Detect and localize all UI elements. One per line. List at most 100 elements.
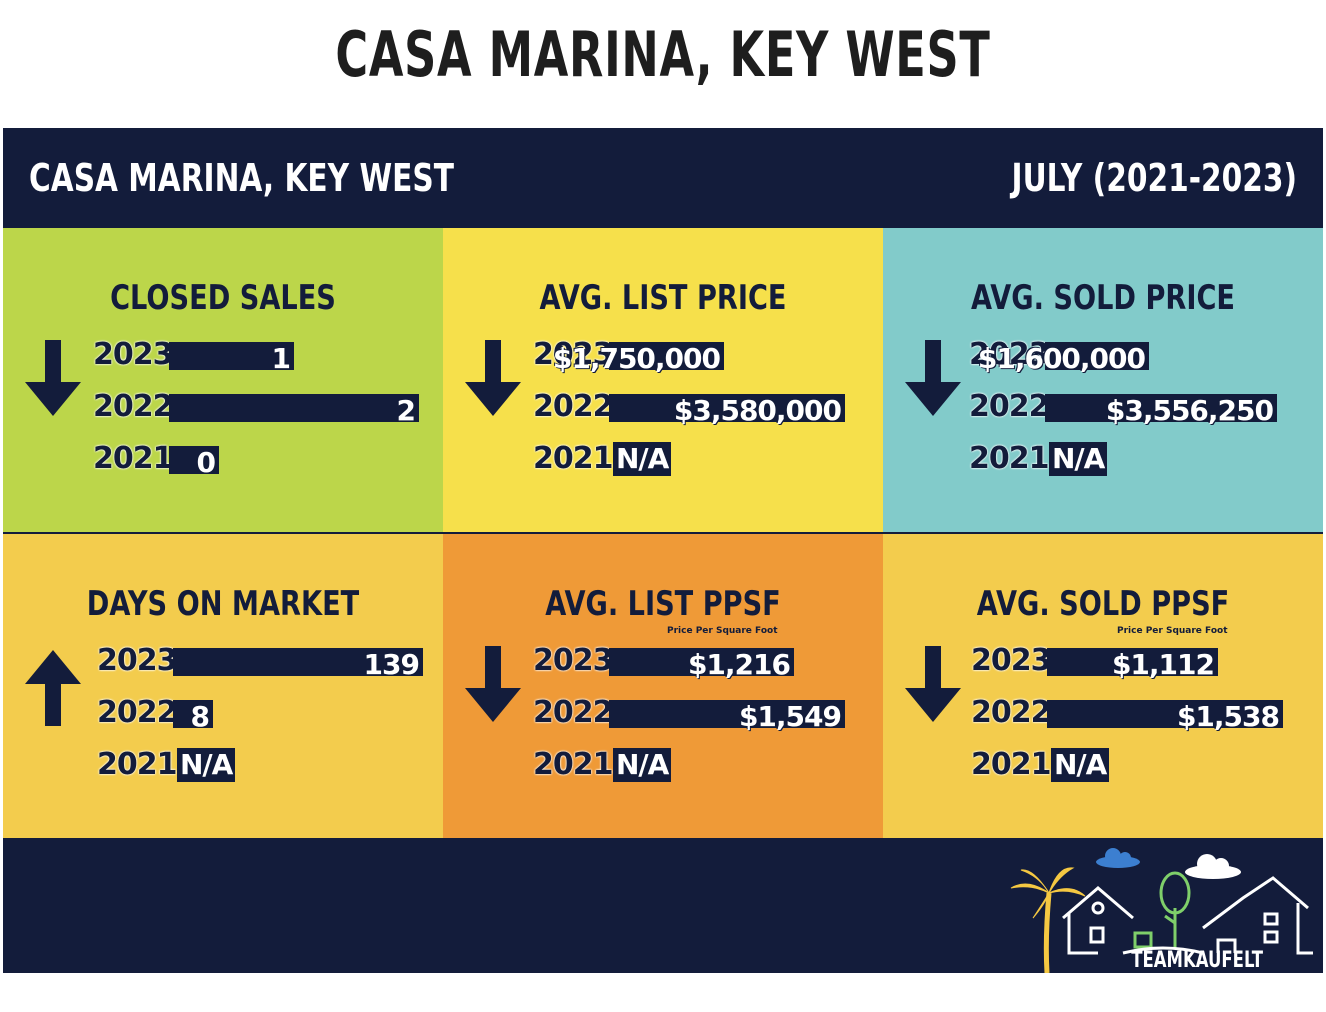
value-label: N/A [613, 442, 672, 476]
page-title: CASA MARINA, KEY WEST [335, 18, 991, 91]
panel-avg-sold-price: AVG. SOLD PRICE 2023 $1,600,000 2022 $3,556,… [883, 228, 1323, 532]
panel-avg-sold-ppsf: AVG. SOLD PPSF Price Per Square Foot 2023 $… [883, 534, 1323, 838]
bar-row-2022: 2022 $1,538 [971, 695, 1293, 733]
bar-row-2022: 2022 $3,556,250 [969, 389, 1287, 427]
infographic-footer: TEAMKAUFELT [3, 838, 1323, 973]
panel-title: AVG. SOLD PPSF [976, 584, 1230, 624]
arrow-down-icon [905, 646, 961, 722]
panel-title: AVG. SOLD PRICE [970, 278, 1236, 318]
bar-row-2023: 2023 $1,112 [971, 643, 1293, 681]
panel-title: AVG. LIST PRICE [539, 278, 787, 318]
bar: $1,600,000 [978, 342, 1149, 375]
bar: 1 [169, 342, 294, 375]
bar: $1,538 [1047, 700, 1283, 733]
bar-row-2022: 2022 $3,580,000 [533, 389, 855, 427]
panel-title: CLOSED SALES [110, 278, 336, 318]
arrow-down-icon [465, 340, 521, 416]
value-label: 1 [271, 342, 292, 375]
bar-row-2021: 2021 N/A [969, 442, 1287, 476]
year-label: 2022 [93, 389, 174, 424]
year-label: 2022 [969, 389, 1050, 424]
white-cloud-icon [1185, 854, 1241, 879]
bar-row-2023: 2023 $1,600,000 [969, 337, 1287, 375]
panel-avg-list-price: AVG. LIST PRICE 2023 $1,750,000 2022 $3,580,… [443, 228, 883, 532]
value-label: $1,216 [687, 648, 791, 681]
infographic-title: CASA MARINA, KEY WEST [29, 156, 454, 200]
year-label: 2021 [533, 747, 614, 782]
panel-subtitle: Price Per Square Foot [1117, 626, 1228, 636]
value-label: 0 [196, 446, 217, 479]
year-label: 2023 [93, 337, 174, 372]
arrow-down-icon [25, 340, 81, 416]
value-label: 139 [363, 648, 420, 681]
year-label: 2021 [969, 441, 1050, 476]
arrow-up-icon [25, 650, 81, 726]
bar-row-2021: 2021 N/A [97, 748, 433, 782]
year-label: 2023 [971, 643, 1052, 678]
value-label: N/A [1049, 442, 1108, 476]
year-label: 2023 [533, 337, 614, 372]
year-label: 2022 [533, 389, 614, 424]
bar-row-2022: 2022 8 [97, 695, 433, 733]
value-label: 2 [396, 394, 417, 427]
bar: 0 [169, 446, 219, 479]
bar-row-2022: 2022 2 [93, 389, 429, 427]
bar-row-2021: 2021 0 [93, 441, 429, 479]
year-label: 2021 [533, 441, 614, 476]
bar-row-2023: 2023 139 [97, 643, 433, 681]
value-label: $1,538 [1176, 700, 1280, 733]
arrow-down-icon [465, 646, 521, 722]
palm-tree-icon [1010, 867, 1086, 973]
panel-title: AVG. LIST PPSF [545, 584, 781, 624]
value-label: $1,112 [1111, 648, 1215, 681]
panel-avg-list-ppsf: AVG. LIST PPSF Price Per Square Foot 2023 $… [443, 534, 883, 838]
tree-icon [1133, 871, 1191, 949]
year-label: 2021 [971, 747, 1052, 782]
value-label: $3,580,000 [673, 394, 842, 427]
year-label: 2023 [969, 337, 1050, 372]
bar: $3,556,250 [1045, 394, 1277, 427]
bar-row-2021: 2021 N/A [533, 442, 855, 476]
value-label: $1,549 [738, 700, 842, 733]
value-label: N/A [177, 748, 236, 782]
bar-row-2023: 2023 $1,750,000 [533, 337, 855, 375]
bar-row-2023: 2023 $1,216 [533, 643, 855, 681]
bar: $1,216 [609, 648, 794, 681]
value-label: N/A [1051, 748, 1110, 782]
bar: $1,750,000 [553, 342, 724, 375]
bar-row-2022: 2022 $1,549 [533, 695, 855, 733]
house-right-icon [1122, 876, 1313, 955]
year-label: 2022 [533, 695, 614, 730]
year-label: 2023 [97, 643, 178, 678]
market-infographic: CASA MARINA, KEY WEST JULY (2021-2023) C… [3, 128, 1323, 973]
year-label: 2022 [971, 695, 1052, 730]
bar-row-2021: 2021 N/A [533, 748, 855, 782]
arrow-down-icon [905, 340, 961, 416]
value-label: $1,600,000 [977, 342, 1146, 375]
bar-row-2021: 2021 N/A [971, 748, 1293, 782]
bar: $3,580,000 [609, 394, 845, 427]
teamkaufelt-logo [1010, 848, 1313, 973]
brand-name: TEAMKAUFELT [1131, 948, 1263, 973]
infographic-date-range: JULY (2021-2023) [1011, 156, 1297, 200]
panel-days-on-market: DAYS ON MARKET 2023 139 2022 8 2021 N/A [3, 534, 443, 838]
year-label: 2021 [97, 747, 178, 782]
value-label: $3,556,250 [1105, 394, 1274, 427]
value-label: N/A [613, 748, 672, 782]
blue-cloud-icon [1096, 848, 1140, 868]
panel-title: DAYS ON MARKET [86, 584, 360, 624]
infographic-header: CASA MARINA, KEY WEST JULY (2021-2023) [3, 128, 1323, 228]
bar: 8 [173, 700, 213, 733]
value-label: $1,750,000 [552, 342, 721, 375]
value-label: 8 [190, 700, 211, 733]
house-left-icon [1062, 886, 1134, 955]
bar: $1,112 [1047, 648, 1218, 681]
panel-subtitle: Price Per Square Foot [667, 626, 778, 636]
year-label: 2021 [93, 441, 174, 476]
bar: 139 [173, 648, 423, 681]
year-label: 2023 [533, 643, 614, 678]
bar-row-2023: 2023 1 [93, 337, 429, 375]
panel-closed-sales: CLOSED SALES 2023 1 2022 2 2021 0 [3, 228, 443, 532]
year-label: 2022 [97, 695, 178, 730]
bar: 2 [169, 394, 419, 427]
